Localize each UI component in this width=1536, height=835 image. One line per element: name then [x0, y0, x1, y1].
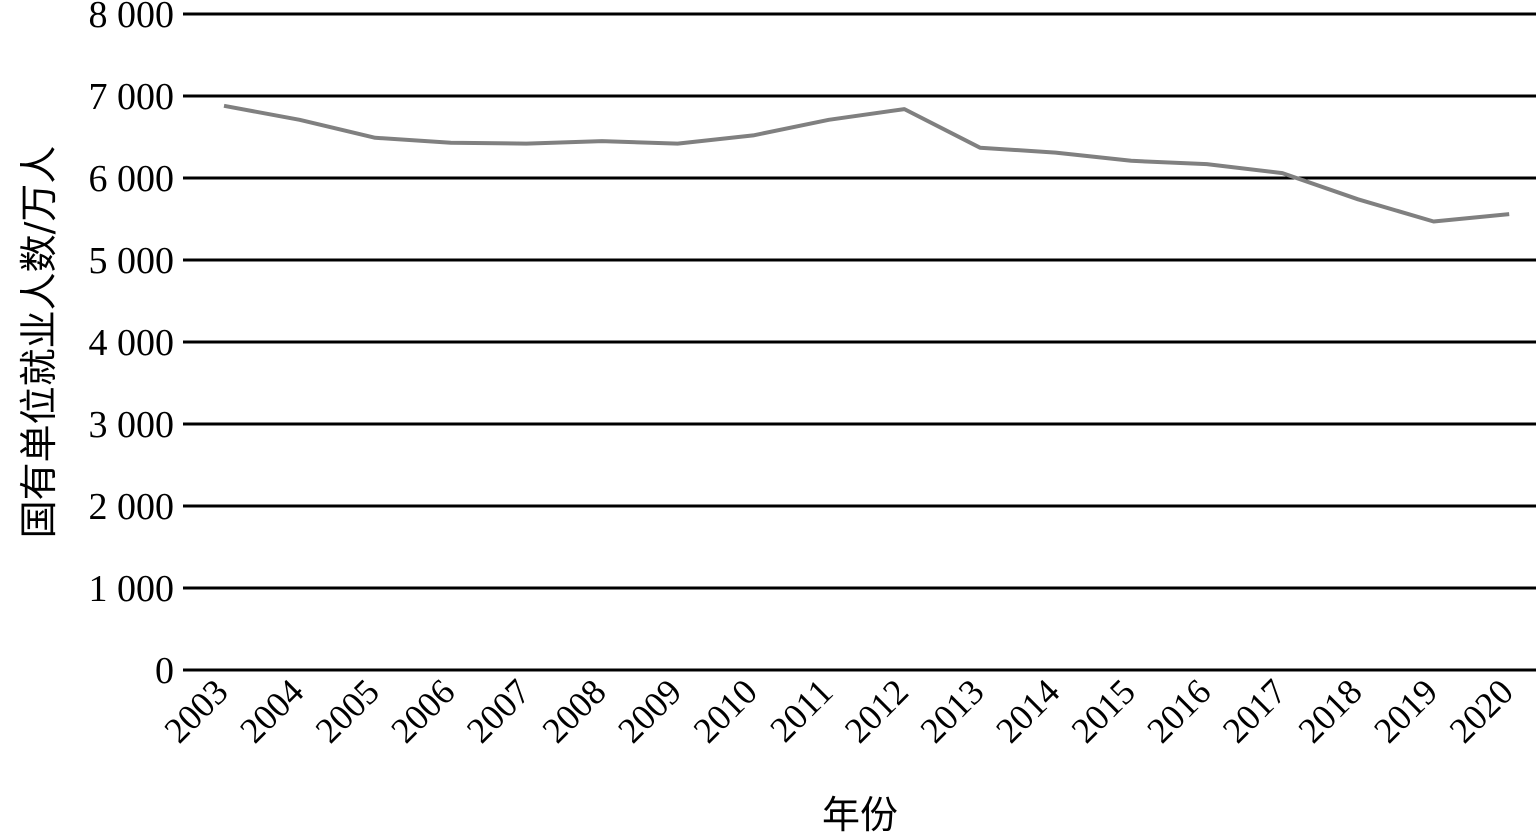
y-tick-label: 2 000 [89, 486, 175, 528]
y-tick-label: 4 000 [89, 322, 175, 364]
x-tick-label: 2009 [610, 671, 689, 750]
x-tick-label: 2016 [1139, 671, 1218, 750]
x-tick-label: 2013 [912, 671, 991, 750]
x-tick-label: 2018 [1290, 671, 1369, 750]
x-tick-label: 2017 [1215, 671, 1294, 750]
x-tick-label: 2015 [1064, 671, 1143, 750]
x-tick-labels: 2003200420052006200720082009201020112012… [156, 671, 1520, 750]
series-line-0 [223, 103, 1510, 224]
y-tick-label: 0 [155, 650, 174, 692]
series-layer [223, 103, 1510, 224]
x-tick-label: 2008 [534, 671, 613, 750]
x-tick-label: 2011 [762, 671, 840, 749]
y-tick-label: 6 000 [89, 158, 175, 200]
y-axis-label: 国有单位就业人数/万人 [17, 146, 61, 539]
x-tick-label: 2010 [686, 671, 765, 750]
y-tick-label: 7 000 [89, 76, 175, 118]
y-tick-label: 5 000 [89, 240, 175, 282]
x-tick-label: 2004 [232, 671, 311, 750]
y-tick-label: 1 000 [89, 568, 175, 610]
y-tick-label: 3 000 [89, 404, 175, 446]
y-gridlines [183, 12, 1536, 672]
x-tick-label: 2006 [383, 671, 462, 750]
y-tick-label: 8 000 [89, 0, 175, 36]
y-tick-labels: 0 1 000 2 000 3 000 4 000 5 000 6 000 7 000 8 00… [89, 0, 175, 692]
x-tick-label: 2012 [837, 671, 916, 750]
x-tick-label: 2007 [459, 671, 538, 750]
x-tick-label: 2005 [308, 671, 387, 750]
x-tick-label: 2019 [1366, 671, 1445, 750]
x-tick-label: 2020 [1442, 671, 1521, 750]
x-tick-label: 2014 [988, 671, 1067, 750]
x-axis-label: 年份 [822, 793, 898, 835]
